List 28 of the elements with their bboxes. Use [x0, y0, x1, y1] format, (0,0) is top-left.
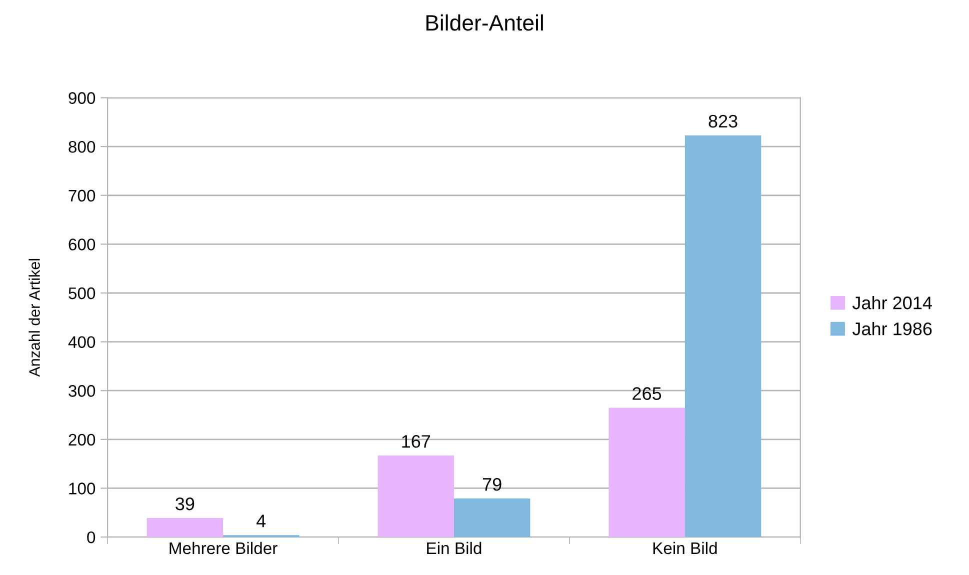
x-tick-label: Kein Bild	[653, 542, 717, 554]
data-label: 823	[708, 114, 738, 128]
y-tick-label: 0	[87, 531, 96, 544]
y-tick-label: 700	[68, 190, 96, 202]
y-tick-label: 900	[68, 92, 96, 104]
data-label: 167	[402, 435, 430, 448]
y-tick-label: 200	[68, 434, 96, 446]
chart-title: Bilder-Anteil	[426, 14, 543, 31]
y-tick-label: 300	[68, 385, 96, 397]
y-axis-title: Anzahl der Artikel	[28, 258, 40, 377]
x-tick-label: Ein Bild	[427, 542, 482, 554]
data-label: 4	[256, 514, 266, 528]
y-tick-label: 500	[68, 287, 96, 300]
y-tick-label: 800	[68, 140, 96, 153]
legend-label: Jahr 1986	[852, 322, 932, 336]
bar	[146, 518, 224, 538]
bar	[454, 498, 530, 538]
bar	[608, 408, 685, 538]
legend-label: Jahr 2014	[852, 296, 932, 310]
bar	[378, 456, 454, 538]
y-tick-label: 100	[69, 482, 96, 494]
data-label: 265	[632, 387, 662, 400]
data-label: 39	[176, 497, 194, 510]
y-tick-label: 400	[68, 336, 96, 348]
x-tick-label: Mehrere Bilder	[170, 542, 278, 554]
y-tick-label: 600	[68, 238, 96, 250]
data-label: 79	[482, 478, 502, 491]
bar	[684, 135, 762, 538]
